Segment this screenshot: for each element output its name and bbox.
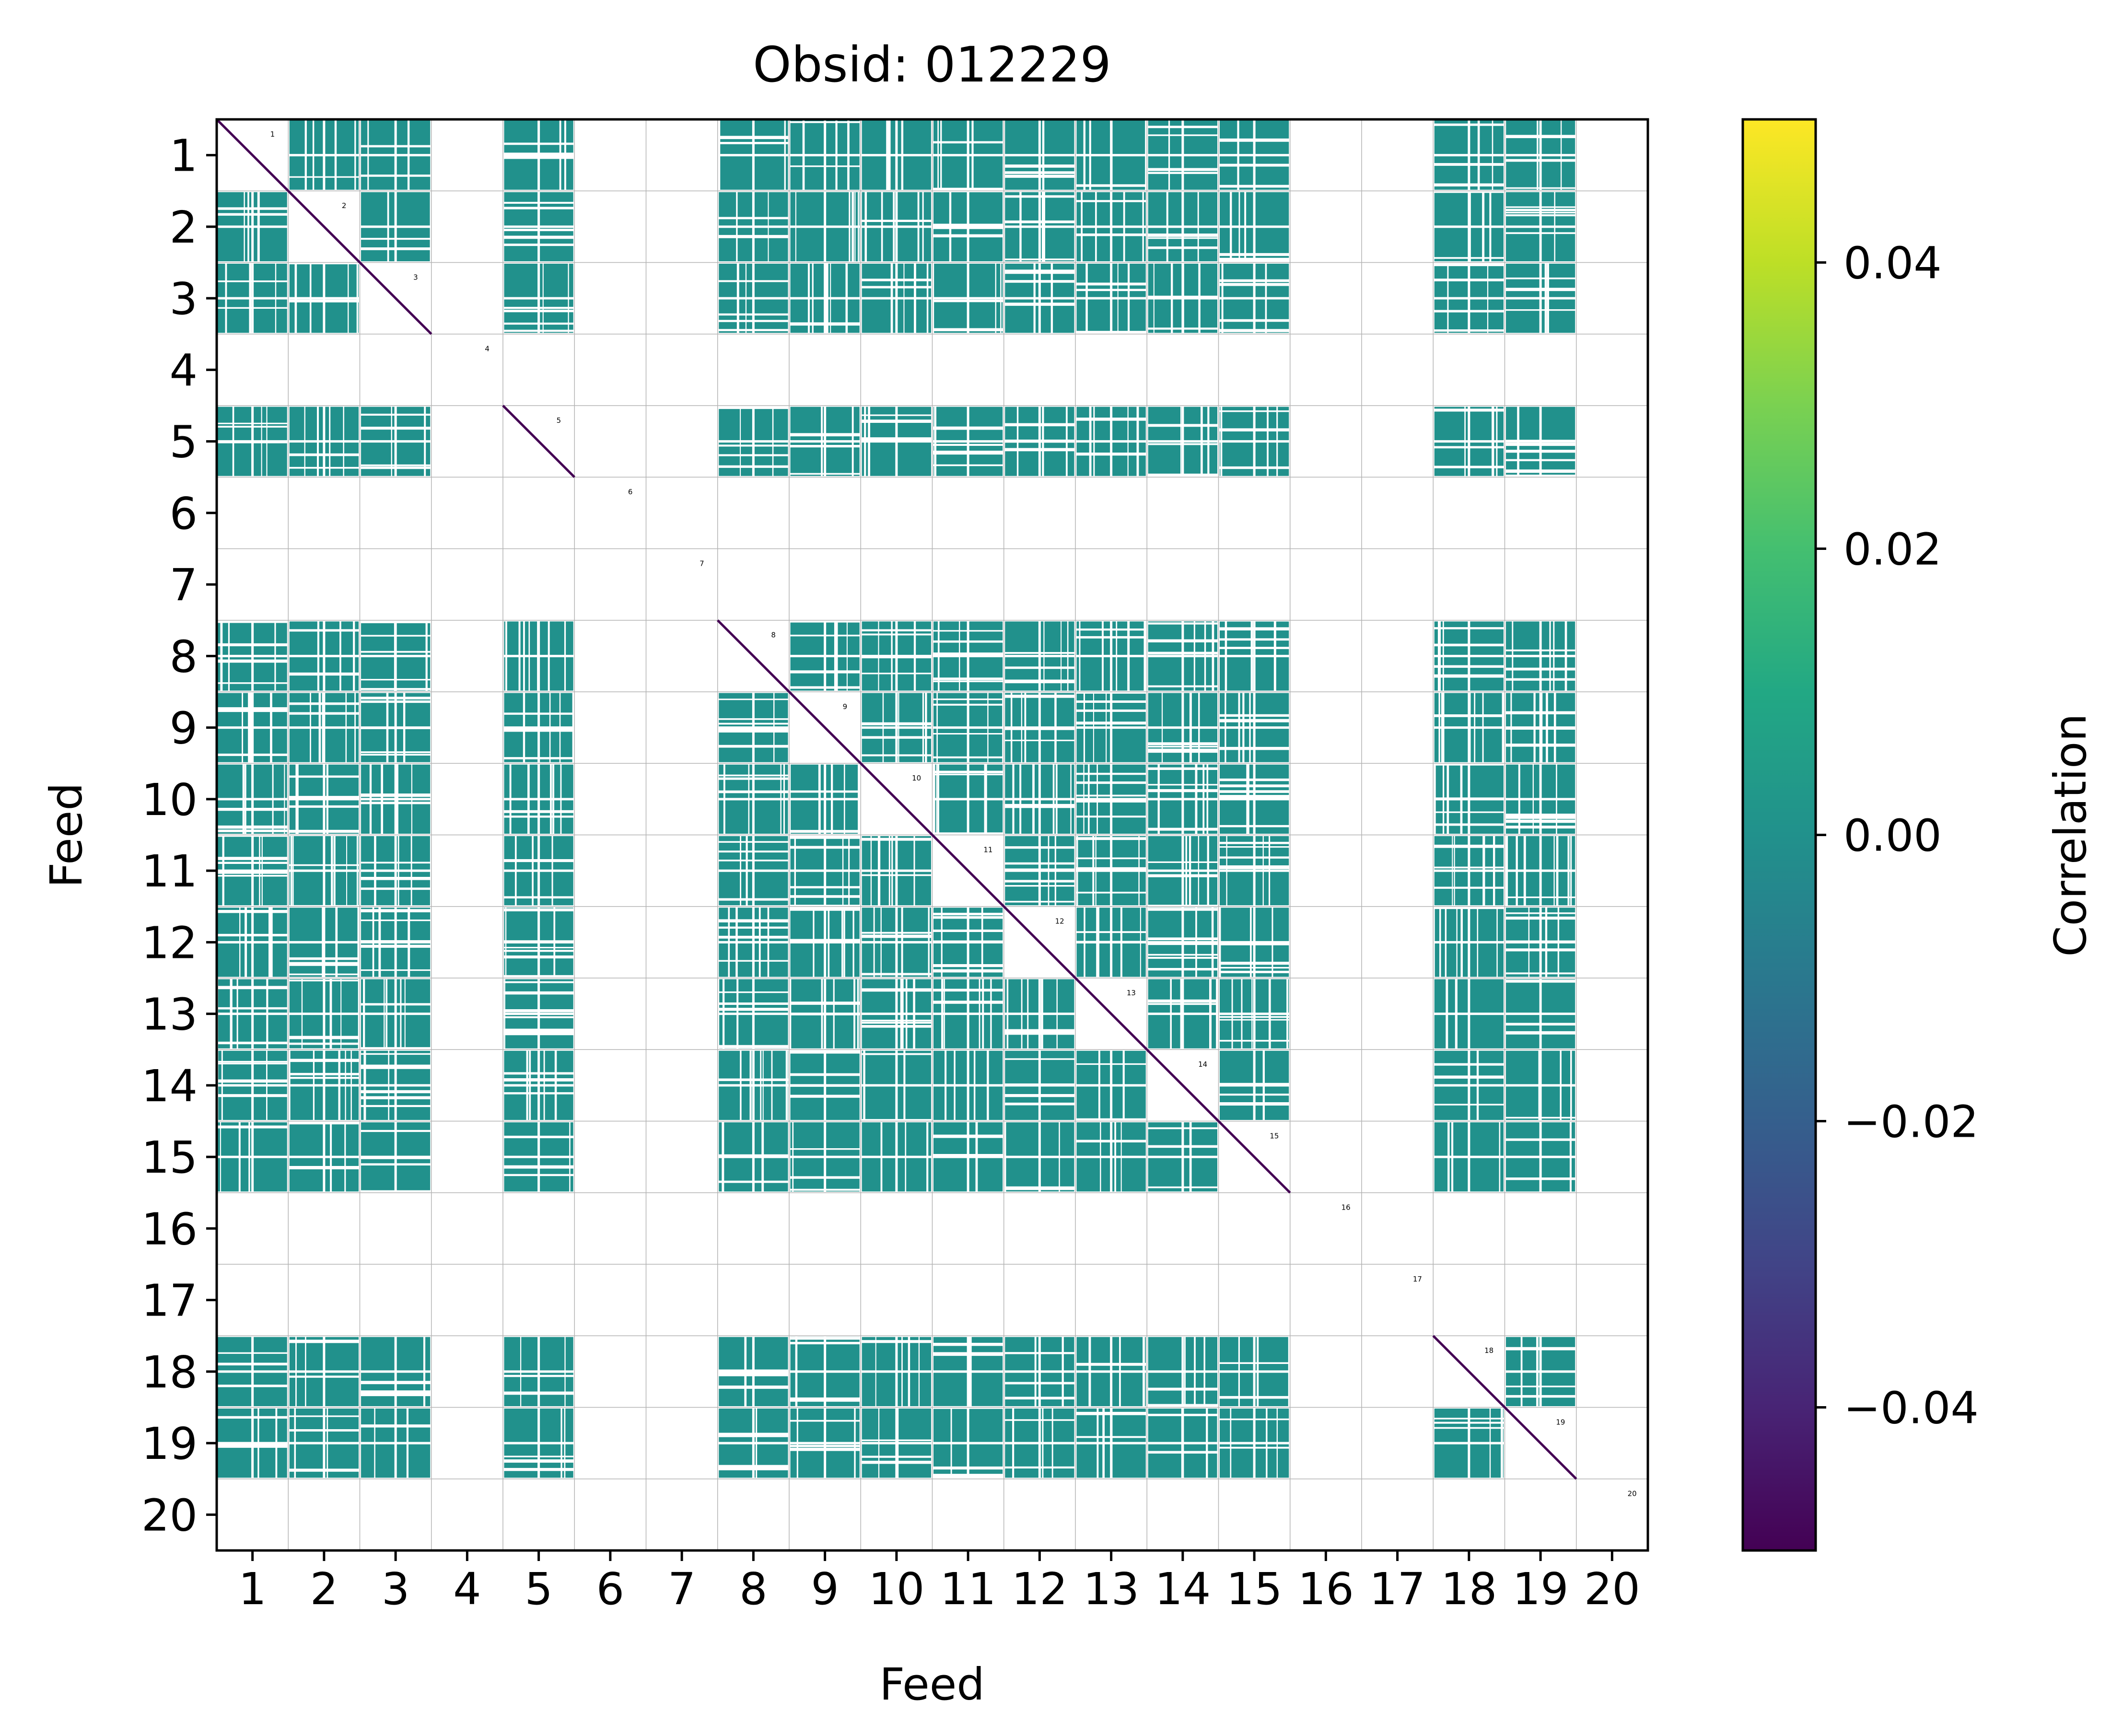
colorbar xyxy=(1743,119,1816,1550)
y-tick-label-17: 17 xyxy=(141,1275,198,1327)
y-tick-label-16: 16 xyxy=(141,1203,198,1255)
block-label-5: 5 xyxy=(557,416,561,425)
diagonal-8 xyxy=(716,619,790,693)
block-label-4: 4 xyxy=(485,345,490,353)
block-label-7: 7 xyxy=(700,559,704,568)
colorbar-tick-label-4: 0.04 xyxy=(1843,238,1942,289)
colorbar-tick-label-3: 0.02 xyxy=(1843,524,1942,575)
x-tick-label-9: 9 xyxy=(811,1563,839,1615)
diagonal-19 xyxy=(1504,1406,1577,1480)
x-tick-label-16: 16 xyxy=(1298,1563,1354,1615)
block-label-8: 8 xyxy=(771,631,776,640)
x-tick-label-6: 6 xyxy=(596,1563,625,1615)
x-tick-label-2: 2 xyxy=(310,1563,338,1615)
colorbar-tick-label-2: 0.00 xyxy=(1843,810,1942,862)
y-tick-label-19: 19 xyxy=(141,1418,198,1469)
y-tick-label-15: 15 xyxy=(141,1132,198,1183)
y-tick-label-12: 12 xyxy=(141,917,198,968)
block-label-16: 16 xyxy=(1341,1203,1351,1212)
y-tick-label-9: 9 xyxy=(169,703,198,754)
x-tick-label-11: 11 xyxy=(940,1563,996,1615)
diagonal-14 xyxy=(1146,1049,1220,1122)
block-label-3: 3 xyxy=(413,273,418,281)
diagonal-2 xyxy=(287,190,361,264)
x-tick-label-4: 4 xyxy=(453,1563,481,1615)
y-tick-label-1: 1 xyxy=(169,130,198,182)
diagonal-11 xyxy=(931,834,1005,908)
x-tick-label-18: 18 xyxy=(1441,1563,1497,1615)
x-tick-label-8: 8 xyxy=(739,1563,768,1615)
y-tick-label-11: 11 xyxy=(141,846,198,897)
diagonal-10 xyxy=(860,762,933,836)
diagonal-3 xyxy=(359,261,432,335)
x-tick-label-7: 7 xyxy=(668,1563,696,1615)
y-tick-label-18: 18 xyxy=(141,1347,198,1398)
y-tick-label-13: 13 xyxy=(141,989,198,1040)
grid-lines xyxy=(217,119,1648,1550)
colorbar-tick-label-1: −0.02 xyxy=(1843,1096,1979,1148)
x-tick-label-17: 17 xyxy=(1369,1563,1425,1615)
x-tick-label-12: 12 xyxy=(1012,1563,1068,1615)
x-tick-label-5: 5 xyxy=(525,1563,553,1615)
diagonal-18 xyxy=(1432,1335,1506,1409)
x-tick-label-3: 3 xyxy=(382,1563,410,1615)
y-tick-label-20: 20 xyxy=(141,1490,198,1541)
diagonal-13 xyxy=(1074,977,1148,1051)
block-label-19: 19 xyxy=(1556,1418,1565,1426)
x-tick-label-15: 15 xyxy=(1226,1563,1283,1615)
block-label-12: 12 xyxy=(1055,917,1064,926)
block-label-20: 20 xyxy=(1628,1490,1637,1498)
colorbar-label: Correlation xyxy=(2045,713,2096,956)
noise-9-1 xyxy=(217,692,289,764)
x-axis-label: Feed xyxy=(879,1659,985,1710)
block-label-15: 15 xyxy=(1270,1131,1279,1140)
diagonal-12 xyxy=(1003,905,1076,979)
block-label-14: 14 xyxy=(1198,1060,1207,1069)
y-axis-label: Feed xyxy=(41,782,92,888)
diagonal-15 xyxy=(1217,1120,1291,1194)
diagonal-9 xyxy=(788,691,862,765)
block-label-11: 11 xyxy=(983,845,992,854)
diagonal-5 xyxy=(502,405,576,478)
block-label-17: 17 xyxy=(1413,1275,1422,1283)
x-axis-ticks: 1 2 3 4 5 6 7 8 9 10 11 12 13 14 15 16 17 18 19 20 xyxy=(238,1550,1640,1615)
colorbar-tick-label-0: −0.04 xyxy=(1843,1383,1979,1434)
x-tick-label-14: 14 xyxy=(1155,1563,1211,1615)
chart-title: Obsid: 012229 xyxy=(753,36,1111,93)
plot-frame xyxy=(215,118,1649,1552)
y-tick-label-3: 3 xyxy=(169,273,198,325)
x-tick-label-13: 13 xyxy=(1083,1563,1139,1615)
colorbar-ticks: −0.04 −0.02 0.00 0.02 0.04 xyxy=(1816,238,1979,1434)
y-tick-label-7: 7 xyxy=(169,559,198,611)
block-label-2: 2 xyxy=(342,201,347,210)
diagonal-1 xyxy=(217,119,290,192)
x-tick-label-1: 1 xyxy=(238,1563,267,1615)
y-tick-label-10: 10 xyxy=(141,774,198,826)
y-tick-label-2: 2 xyxy=(169,202,198,253)
block-label-18: 18 xyxy=(1484,1346,1493,1355)
block-label-13: 13 xyxy=(1127,989,1136,997)
y-tick-label-6: 6 xyxy=(169,488,198,539)
block-label-9: 9 xyxy=(843,702,848,711)
y-tick-label-5: 5 xyxy=(169,417,198,468)
x-tick-label-10: 10 xyxy=(868,1563,924,1615)
y-tick-label-4: 4 xyxy=(169,345,198,396)
y-tick-label-14: 14 xyxy=(141,1060,198,1112)
y-tick-label-8: 8 xyxy=(169,631,198,682)
x-tick-label-19: 19 xyxy=(1513,1563,1569,1615)
block-label-1: 1 xyxy=(270,130,275,139)
block-label-6: 6 xyxy=(628,488,633,496)
diagonal-segments xyxy=(217,119,1577,1480)
x-tick-label-20: 20 xyxy=(1584,1563,1640,1615)
block-label-10: 10 xyxy=(912,774,921,782)
